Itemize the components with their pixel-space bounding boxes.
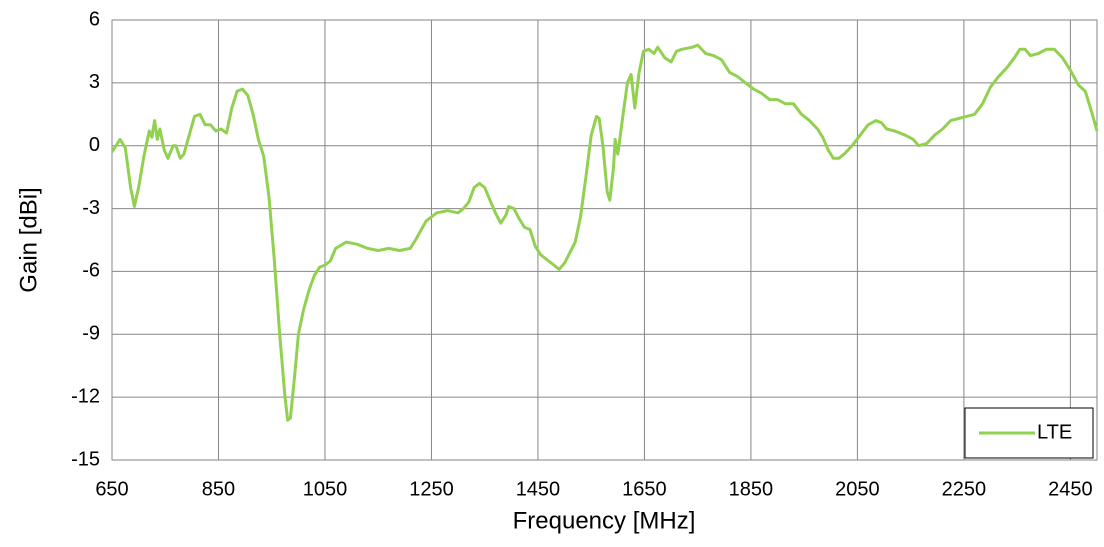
y-tick-label: 0	[89, 134, 100, 156]
y-axis-label: Gain [dBi]	[15, 187, 42, 292]
x-tick-label: 650	[95, 478, 128, 500]
x-tick-label: 1850	[729, 478, 774, 500]
y-tick-label: -9	[82, 323, 100, 345]
y-tick-label: 6	[89, 8, 100, 30]
plot-area	[111, 19, 1098, 461]
data-line	[110, 43, 1099, 422]
x-tick-label: 1250	[409, 478, 454, 500]
x-tick-label: 1450	[516, 478, 561, 500]
x-tick-label: 2250	[942, 478, 987, 500]
legend-label: LTE	[1037, 421, 1072, 443]
x-axis-label: Frequency [MHz]	[513, 507, 696, 534]
y-tick-label: -6	[82, 260, 100, 282]
y-tick-label: -12	[71, 385, 100, 407]
y-tick-label: -3	[82, 197, 100, 219]
y-tick-label: -15	[71, 448, 100, 470]
x-tick-label: 1050	[303, 478, 348, 500]
y-tick-label: 3	[89, 71, 100, 93]
x-tick-label: 2050	[835, 478, 880, 500]
x-tick-label: 1650	[622, 478, 667, 500]
x-tick-label: 850	[202, 478, 235, 500]
x-tick-label: 2450	[1048, 478, 1093, 500]
